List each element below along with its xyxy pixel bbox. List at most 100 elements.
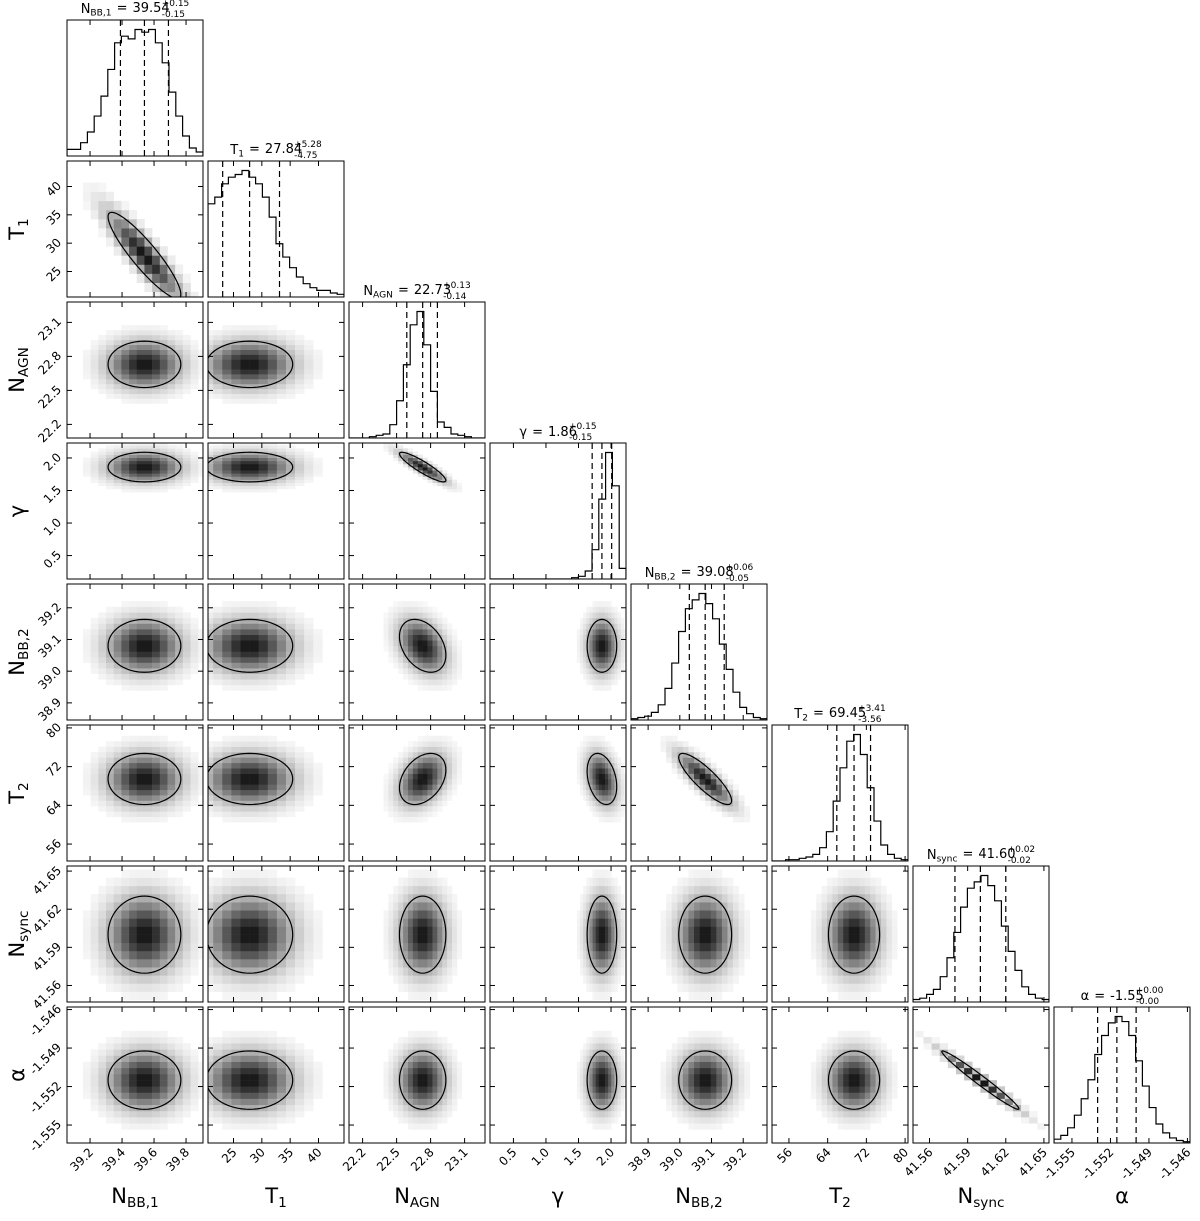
density-cell [388, 779, 393, 785]
density-cell [144, 910, 152, 918]
density-cell [393, 935, 398, 943]
density-cell [304, 646, 313, 652]
density-cell [452, 483, 457, 486]
density-cell [688, 943, 694, 951]
density-cell [286, 878, 295, 886]
density-cell [129, 350, 137, 355]
density-cell [240, 355, 249, 360]
density-cell [137, 1117, 145, 1123]
density-cell [152, 458, 160, 461]
density-cell [403, 752, 408, 758]
density-cell [596, 774, 599, 780]
density-cell [313, 790, 322, 796]
density-cell [259, 779, 268, 785]
density-cell [403, 774, 408, 780]
density-cell [577, 918, 580, 926]
density-cell [137, 651, 145, 657]
density-cell [733, 975, 739, 983]
density-cell [605, 951, 608, 959]
density-cell [121, 483, 129, 486]
density-cell [383, 774, 388, 780]
density-cell [593, 640, 596, 646]
density-cell [83, 927, 91, 935]
density-cell [222, 951, 231, 959]
density-cell [167, 330, 175, 335]
density-cell [398, 801, 403, 807]
density-cell [98, 1086, 106, 1092]
density-cell [98, 359, 106, 364]
density-cell [144, 629, 152, 635]
density-cell [191, 384, 199, 389]
density-cell [129, 607, 137, 613]
density-cell [739, 894, 745, 902]
density-cell [583, 640, 586, 646]
density-cell [129, 265, 137, 274]
density-cell [129, 369, 137, 374]
density-cell [167, 1049, 175, 1055]
density-cell [106, 774, 114, 780]
density-cell [589, 774, 592, 780]
density-cell [152, 943, 160, 951]
density-cell [739, 927, 745, 935]
density-cell [137, 1049, 145, 1055]
density-cell [388, 612, 393, 618]
density-cell [222, 473, 231, 476]
density-cell [129, 483, 137, 486]
density-cell [722, 975, 728, 983]
density-cell [393, 784, 398, 790]
density-cell [198, 768, 206, 774]
density-cell [213, 635, 222, 641]
density-cell [160, 1031, 168, 1037]
density-cell [277, 935, 286, 943]
density-cell [98, 467, 106, 470]
density-cell [304, 476, 313, 479]
density-cell [144, 1105, 152, 1111]
density-cell [677, 741, 683, 747]
density-cell [231, 674, 240, 680]
density-cell [716, 795, 722, 801]
density-cell [716, 878, 722, 886]
density-cell [91, 359, 99, 364]
density-cell [605, 657, 608, 663]
density-cell [250, 811, 259, 817]
density-cell [250, 399, 259, 404]
density-cell [618, 774, 621, 780]
density-cell [688, 935, 694, 943]
density-cell [393, 635, 398, 641]
density-cell [621, 663, 624, 669]
density-cell [250, 790, 259, 796]
density-cell [183, 350, 191, 355]
density-cell [91, 927, 99, 935]
density-cell [144, 894, 152, 902]
density-cell [694, 992, 700, 1000]
density-cell [437, 967, 442, 975]
density-cell [608, 685, 611, 691]
density-cell [677, 959, 683, 967]
density-cell [175, 448, 183, 451]
density-cell [121, 448, 129, 451]
density-cell [114, 369, 122, 374]
density-cell [98, 959, 106, 967]
density-cell [614, 752, 617, 758]
density-cell [589, 795, 592, 801]
density-cell [144, 763, 152, 769]
density-cell [313, 646, 322, 652]
density-cell [589, 779, 592, 785]
density-cell [666, 736, 672, 742]
density-cell [144, 1068, 152, 1074]
density-cell [231, 1043, 240, 1049]
density-cell [129, 394, 137, 399]
density-cell [892, 935, 898, 943]
density-cell [222, 811, 231, 817]
density-cell [388, 935, 393, 943]
density-cell [268, 445, 277, 448]
density-cell [447, 763, 452, 769]
density-cell [183, 355, 191, 360]
density-cell [259, 951, 268, 959]
density-cell [268, 943, 277, 951]
density-cell [160, 774, 168, 780]
density-cell [393, 448, 398, 451]
density-cell [605, 918, 608, 926]
density-cell [608, 927, 611, 935]
density-cell [144, 350, 152, 355]
